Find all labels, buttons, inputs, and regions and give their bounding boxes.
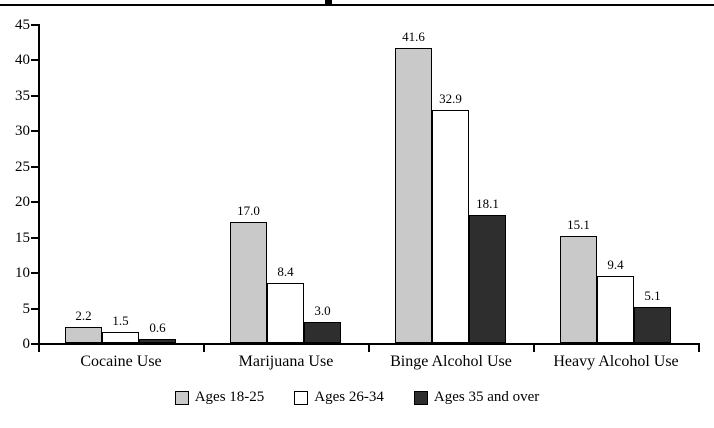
legend-item: Ages 35 and over — [413, 389, 540, 406]
y-axis-tick — [31, 59, 38, 61]
bar-ages-18-25-heavy-alcohol-use — [560, 236, 597, 343]
y-axis-tick-label: 25 — [15, 159, 30, 175]
x-axis-tick — [368, 345, 370, 352]
legend-swatch-icon — [413, 390, 428, 405]
legend-item: Ages 26-34 — [294, 389, 384, 406]
x-axis-tick — [203, 345, 205, 352]
y-axis-tick-label: 0 — [22, 336, 31, 352]
bar-ages-35-and-over-marijuana-use — [304, 322, 341, 343]
y-axis-tick — [31, 237, 38, 239]
bar-ages-35-and-over-cocaine-use — [139, 339, 176, 343]
bar-ages-26-34-heavy-alcohol-use — [597, 276, 634, 343]
y-axis-tick — [31, 201, 38, 203]
y-axis-tick-label: 20 — [15, 194, 30, 210]
y-axis-tick-label: 5 — [22, 301, 31, 317]
y-axis-tick — [31, 272, 38, 274]
y-axis-line — [38, 24, 40, 345]
bar-ages-26-34-marijuana-use — [267, 283, 304, 343]
y-axis-tick-label: 45 — [15, 17, 30, 33]
bar-ages-18-25-cocaine-use — [65, 327, 102, 343]
legend-label: Ages 35 and over — [433, 389, 540, 405]
bar-value-label: 3.0 — [314, 303, 331, 318]
legend-item: Ages 18-25 — [174, 389, 265, 406]
bar-value-label: 17.0 — [237, 203, 260, 218]
bar-value-label: 0.6 — [149, 320, 166, 335]
bar-ages-26-34-cocaine-use — [102, 332, 139, 343]
bar-value-label: 15.1 — [567, 217, 590, 232]
bar-value-label: 5.1 — [644, 288, 661, 303]
y-axis-tick — [31, 166, 38, 168]
top-rule-divider — [0, 4, 714, 6]
legend: Ages 18-25 Ages 26-34 Ages 35 and over — [0, 389, 714, 406]
category-label: Marijuana Use — [238, 353, 334, 370]
bar-ages-26-34-binge-alcohol-use — [432, 110, 469, 343]
y-axis-tick-label: 40 — [15, 52, 30, 68]
legend-label: Ages 26-34 — [314, 389, 384, 405]
y-axis-tick-label: 15 — [15, 230, 30, 246]
bar-ages-18-25-marijuana-use — [230, 222, 267, 343]
bar-value-label: 8.4 — [277, 264, 294, 279]
y-axis-tick — [31, 130, 38, 132]
bar-ages-35-and-over-binge-alcohol-use — [469, 215, 506, 343]
x-axis-tick — [38, 345, 40, 352]
y-axis-tick — [31, 308, 38, 310]
y-axis-tick-label: 35 — [15, 88, 30, 104]
y-axis-tick — [31, 24, 38, 26]
bar-value-label: 41.6 — [402, 29, 425, 44]
bar-ages-18-25-binge-alcohol-use — [395, 48, 432, 343]
x-axis-line — [38, 343, 700, 345]
legend-swatch-icon — [294, 390, 309, 405]
bar-value-label: 1.5 — [112, 313, 129, 328]
bar-value-label: 18.1 — [476, 196, 499, 211]
category-label: Heavy Alcohol Use — [553, 353, 679, 370]
bar-ages-35-and-over-heavy-alcohol-use — [634, 307, 671, 343]
legend-swatch-icon — [174, 390, 189, 405]
x-axis-tick — [698, 345, 700, 352]
cropped-title-remnant — [325, 0, 332, 4]
bar-value-label: 9.4 — [607, 257, 624, 272]
category-label: Binge Alcohol Use — [390, 353, 512, 370]
y-axis-tick — [31, 95, 38, 97]
y-axis-tick-label: 10 — [15, 265, 30, 281]
x-axis-tick — [533, 345, 535, 352]
legend-label: Ages 18-25 — [194, 389, 265, 405]
bar-value-label: 2.2 — [75, 308, 92, 323]
y-axis-tick-label: 30 — [15, 123, 30, 139]
y-axis-tick — [31, 343, 38, 345]
bar-value-label: 32.9 — [439, 91, 462, 106]
category-label: Cocaine Use — [80, 353, 162, 370]
